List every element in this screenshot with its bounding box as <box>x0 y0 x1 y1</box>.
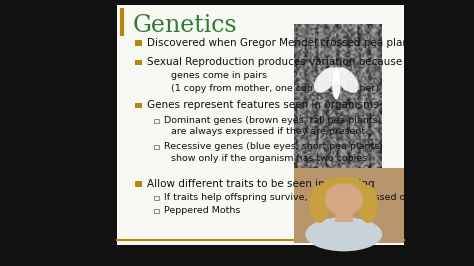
Text: Genetics: Genetics <box>133 14 237 37</box>
Text: Allow different traits to be seen in offspring: Allow different traits to be seen in off… <box>147 178 375 189</box>
Ellipse shape <box>325 184 363 215</box>
Ellipse shape <box>310 185 329 223</box>
Text: If traits help offspring survive, the trait is passed on: If traits help offspring survive, the tr… <box>164 193 411 202</box>
Text: are always expressed if they are present: are always expressed if they are present <box>171 127 365 136</box>
Bar <box>335 209 353 222</box>
Bar <box>154 119 159 123</box>
Text: Dominant genes (brown eyes, tall pea plants): Dominant genes (brown eyes, tall pea pla… <box>164 116 381 125</box>
Text: Recessive genes (blue eyes, short pea plants): Recessive genes (blue eyes, short pea pl… <box>164 142 383 151</box>
FancyBboxPatch shape <box>294 168 404 243</box>
Ellipse shape <box>321 177 367 201</box>
Bar <box>135 40 142 46</box>
Text: Genes represent features seen in organisms: Genes represent features seen in organis… <box>147 100 379 110</box>
Text: (1 copy from mother, one copy from father): (1 copy from mother, one copy from fathe… <box>171 84 379 93</box>
Bar <box>135 103 142 108</box>
Text: genes come in pairs: genes come in pairs <box>171 71 267 80</box>
Ellipse shape <box>358 185 378 223</box>
FancyBboxPatch shape <box>117 5 404 245</box>
Ellipse shape <box>332 67 341 99</box>
Text: Peppered Moths: Peppered Moths <box>164 206 240 215</box>
Text: Sexual Reproduction produces variation because: Sexual Reproduction produces variation b… <box>147 57 402 67</box>
Bar <box>154 145 159 149</box>
Bar <box>154 209 159 213</box>
Ellipse shape <box>314 67 337 93</box>
Bar <box>135 60 142 65</box>
Ellipse shape <box>305 217 383 251</box>
Bar <box>154 196 159 200</box>
Bar <box>135 181 142 187</box>
Text: Discovered when Gregor Mendel crossed pea plants: Discovered when Gregor Mendel crossed pe… <box>147 38 419 48</box>
Ellipse shape <box>335 67 359 93</box>
Text: show only if the organism has two copies: show only if the organism has two copies <box>171 154 367 163</box>
